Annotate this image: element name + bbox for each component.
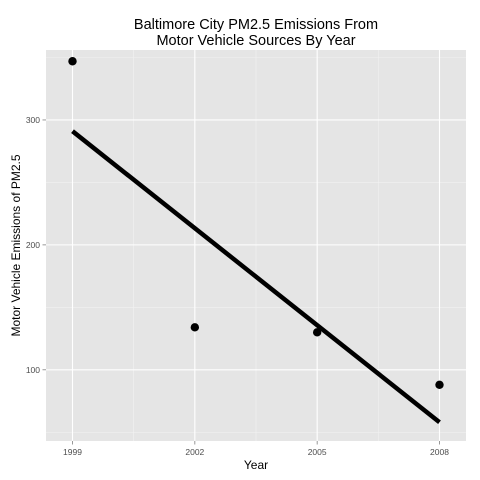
x-tick-label: 2002 bbox=[185, 447, 204, 457]
y-tick-label: 300 bbox=[26, 115, 40, 125]
x-tick-label: 2005 bbox=[308, 447, 327, 457]
y-axis-title: Motor Vehicle Emissions of PM2.5 bbox=[9, 154, 23, 336]
major-gridlines bbox=[46, 50, 466, 441]
data-point bbox=[68, 57, 77, 66]
data-point bbox=[312, 328, 322, 337]
fit-layer bbox=[71, 129, 441, 425]
x-axis-title: Year bbox=[244, 458, 268, 472]
y-tick-label: 100 bbox=[26, 365, 40, 375]
chart-title: Baltimore City PM2.5 Emissions From Moto… bbox=[134, 17, 378, 49]
chart-title-line-1: Baltimore City PM2.5 Emissions From bbox=[134, 17, 378, 33]
data-point bbox=[435, 380, 444, 389]
x-tick-label: 1999 bbox=[63, 447, 82, 457]
fit-line bbox=[71, 129, 441, 425]
data-point bbox=[190, 323, 200, 332]
plot-panel bbox=[46, 50, 466, 441]
y-tick-label: 200 bbox=[26, 240, 40, 250]
chart-title-line-2: Motor Vehicle Sources By Year bbox=[156, 33, 355, 49]
x-axis: 1999 2002 2005 2008 bbox=[63, 441, 449, 457]
y-axis: 100 200 300 bbox=[26, 115, 46, 375]
points-layer bbox=[68, 57, 444, 389]
x-tick-label: 2008 bbox=[430, 447, 449, 457]
